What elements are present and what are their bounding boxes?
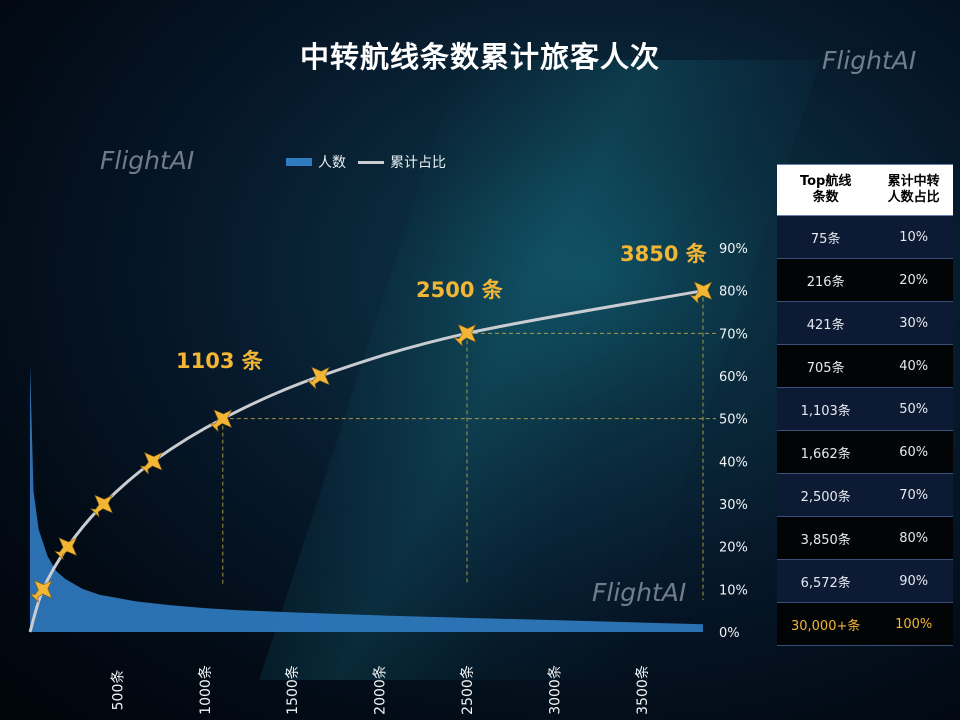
- table-row: 1,103条 50%: [777, 387, 953, 431]
- legend-swatch-bar: [286, 158, 312, 166]
- watermark-left: FlightAI: [100, 146, 195, 175]
- legend-label-bar: 人数: [318, 155, 346, 171]
- table-header-share-line2: 人数占比: [887, 190, 940, 205]
- y-tick-label: 10%: [719, 583, 748, 598]
- chart-title: 中转航线条数累计旅客人次: [299, 40, 660, 74]
- line-series-cumulative: [28, 289, 704, 633]
- plane-marker-icon: [306, 366, 330, 390]
- table-cell-count: 1,103条: [777, 387, 875, 431]
- watermark-bottom: FlightAI: [592, 578, 687, 607]
- table-cell-count: 705条: [777, 344, 875, 388]
- y-tick-label: 80%: [719, 285, 748, 300]
- table-cell-share: 10%: [874, 215, 953, 259]
- table-cell-count: 6,572条: [777, 559, 875, 603]
- table-cell-count: 1,662条: [777, 430, 875, 474]
- table-header-share-line1: 累计中转: [887, 174, 940, 189]
- table-header-row: Top航线 条数 累计中转 人数占比: [777, 164, 953, 216]
- callout-label: 2500 条: [416, 278, 504, 302]
- plane-marker-icon: [90, 494, 113, 518]
- table-cell-share: 20%: [874, 258, 953, 302]
- table-row: 1,662条 60%: [777, 430, 953, 474]
- plane-marker-icon: [689, 281, 713, 305]
- x-tick-label: 3500条: [634, 665, 651, 715]
- table-cell-count: 30,000+条: [777, 602, 875, 646]
- legend-label-line: 累计占比: [390, 155, 446, 171]
- y-tick-label: 50%: [719, 413, 748, 428]
- x-tick-label: 3000条: [546, 665, 563, 715]
- chart-legend: 人数 累计占比: [286, 152, 446, 172]
- table-row: 6,572条 90%: [777, 559, 953, 603]
- table-row: 3,850条 80%: [777, 516, 953, 560]
- table-cell-count: 216条: [777, 258, 875, 302]
- table-row: 705条 40%: [777, 344, 953, 388]
- table-header-count-line1: Top航线: [799, 174, 852, 189]
- plane-marker-icon: [453, 323, 477, 347]
- table-cell-share: 50%: [874, 387, 953, 431]
- x-tick-label: 1000条: [197, 665, 214, 715]
- table-cell-count: 2,500条: [777, 473, 875, 517]
- watermark-top-right: FlightAI: [822, 46, 917, 75]
- x-tick-label: 1500条: [284, 665, 301, 715]
- table-cell-share: 40%: [874, 344, 953, 388]
- table-header-count-line2: 条数: [812, 190, 839, 205]
- callout-label: 1103 条: [176, 349, 264, 373]
- table-cell-count: 421条: [777, 301, 875, 345]
- y-tick-label: 0%: [719, 626, 740, 641]
- plane-marker-icon: [29, 579, 53, 603]
- y-tick-label: 40%: [719, 455, 748, 470]
- y-tick-label: 30%: [719, 498, 748, 513]
- x-tick-label: 2000条: [372, 665, 389, 715]
- y-tick-label: 20%: [719, 541, 748, 556]
- table-cell-share: 100%: [874, 602, 953, 646]
- callout-label: 3850 条: [620, 242, 708, 266]
- area-series-people: [30, 363, 703, 632]
- table-cell-count: 3,850条: [777, 516, 875, 560]
- table-cell-share: 30%: [874, 301, 953, 345]
- table-cell-share: 90%: [874, 559, 953, 603]
- plane-marker-icon: [209, 409, 233, 433]
- table-cell-share: 80%: [874, 516, 953, 560]
- table-cell-count: 75条: [777, 215, 875, 259]
- plane-marker-icon: [54, 537, 78, 561]
- x-tick-label: 500条: [109, 670, 126, 711]
- table-cell-share: 70%: [874, 473, 953, 517]
- table-cell-share: 60%: [874, 430, 953, 474]
- x-tick-label: 2500条: [459, 665, 476, 715]
- y-tick-label: 70%: [719, 327, 748, 342]
- table-header-count: Top航线 条数: [777, 164, 875, 216]
- table-row: 2,500条 70%: [777, 473, 953, 517]
- plane-marker-icon: [139, 451, 163, 475]
- table-row: 216条 20%: [777, 258, 953, 302]
- y-tick-label: 60%: [719, 370, 748, 385]
- table-row: 75条 10%: [777, 215, 953, 259]
- table-row-highlight: 30,000+条 100%: [777, 602, 953, 646]
- table-row: 421条 30%: [777, 301, 953, 345]
- y-tick-label: 90%: [719, 242, 748, 257]
- legend-swatch-line: [358, 160, 384, 164]
- table-header-share: 累计中转 人数占比: [874, 164, 953, 216]
- summary-table: Top航线 条数 累计中转 人数占比 75条 10% 216条 20% 421条 30…: [777, 164, 953, 646]
